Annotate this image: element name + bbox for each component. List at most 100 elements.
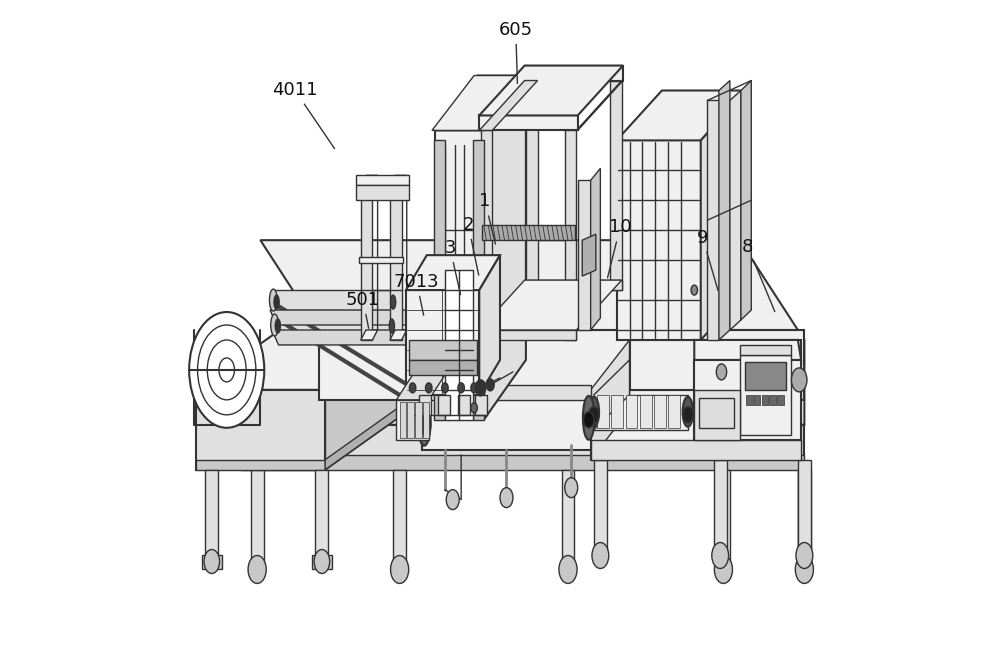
Polygon shape [473,140,484,420]
Polygon shape [594,459,607,559]
Ellipse shape [565,478,578,498]
Polygon shape [777,395,784,405]
Polygon shape [361,186,372,340]
Text: 9: 9 [697,228,718,291]
Ellipse shape [795,556,813,583]
Polygon shape [407,402,414,438]
Polygon shape [438,395,450,415]
Polygon shape [393,470,406,574]
Polygon shape [597,395,609,428]
Text: 501: 501 [346,291,380,328]
Polygon shape [640,395,652,428]
Polygon shape [422,385,591,400]
Polygon shape [484,75,526,420]
Polygon shape [422,400,591,450]
Ellipse shape [189,312,264,428]
Polygon shape [576,80,623,130]
Polygon shape [798,459,811,559]
Polygon shape [479,280,622,330]
Ellipse shape [269,289,277,311]
Polygon shape [798,470,811,574]
Ellipse shape [274,295,279,309]
Ellipse shape [458,383,464,393]
Polygon shape [251,470,264,574]
Ellipse shape [446,489,459,509]
Ellipse shape [389,319,394,333]
Polygon shape [479,80,538,130]
Polygon shape [400,402,406,438]
Ellipse shape [475,380,486,396]
Ellipse shape [716,364,727,380]
Polygon shape [260,240,798,330]
Polygon shape [202,554,222,569]
Polygon shape [241,425,804,470]
Ellipse shape [418,398,431,446]
Polygon shape [525,66,623,80]
Ellipse shape [409,383,416,393]
Ellipse shape [471,383,477,393]
Polygon shape [630,340,801,390]
Polygon shape [196,459,325,470]
Polygon shape [356,186,409,201]
Ellipse shape [796,543,813,569]
Polygon shape [406,290,479,395]
Polygon shape [241,455,804,470]
Polygon shape [730,90,741,330]
Polygon shape [617,90,746,140]
Polygon shape [610,80,622,290]
Polygon shape [406,255,500,290]
Polygon shape [196,330,409,390]
Polygon shape [479,116,578,130]
Polygon shape [746,395,753,405]
Polygon shape [594,395,688,430]
Ellipse shape [584,412,594,428]
Polygon shape [315,470,328,559]
Polygon shape [578,180,591,330]
Polygon shape [415,402,422,438]
Polygon shape [717,470,730,574]
Polygon shape [196,390,325,470]
Polygon shape [423,402,429,438]
Polygon shape [591,168,600,330]
Polygon shape [654,395,666,428]
Polygon shape [617,140,701,340]
Polygon shape [270,310,413,325]
Ellipse shape [589,397,599,427]
Ellipse shape [271,314,279,336]
Polygon shape [626,395,637,428]
Polygon shape [272,330,411,345]
Ellipse shape [248,556,266,583]
Polygon shape [432,75,526,130]
Text: 10: 10 [608,218,631,278]
Polygon shape [707,101,719,340]
Polygon shape [359,257,403,263]
Polygon shape [241,340,804,425]
Polygon shape [694,390,740,440]
Ellipse shape [442,383,448,393]
Polygon shape [798,470,810,569]
Ellipse shape [486,379,494,391]
Polygon shape [526,80,538,290]
Polygon shape [714,459,727,559]
Polygon shape [594,360,630,430]
Polygon shape [611,395,623,428]
Polygon shape [668,395,680,428]
Text: 4011: 4011 [272,81,335,149]
Text: 7013: 7013 [394,273,439,315]
Ellipse shape [791,368,807,392]
Polygon shape [390,186,402,340]
Polygon shape [325,400,409,470]
Ellipse shape [691,285,698,295]
Polygon shape [409,360,477,375]
Polygon shape [479,255,500,395]
Polygon shape [582,234,596,276]
Text: 1: 1 [479,193,495,244]
Polygon shape [701,90,746,340]
Polygon shape [205,470,218,559]
Polygon shape [479,330,576,340]
Ellipse shape [589,407,599,422]
Ellipse shape [712,543,729,569]
Ellipse shape [471,403,477,413]
Ellipse shape [392,289,400,311]
Polygon shape [475,395,487,415]
